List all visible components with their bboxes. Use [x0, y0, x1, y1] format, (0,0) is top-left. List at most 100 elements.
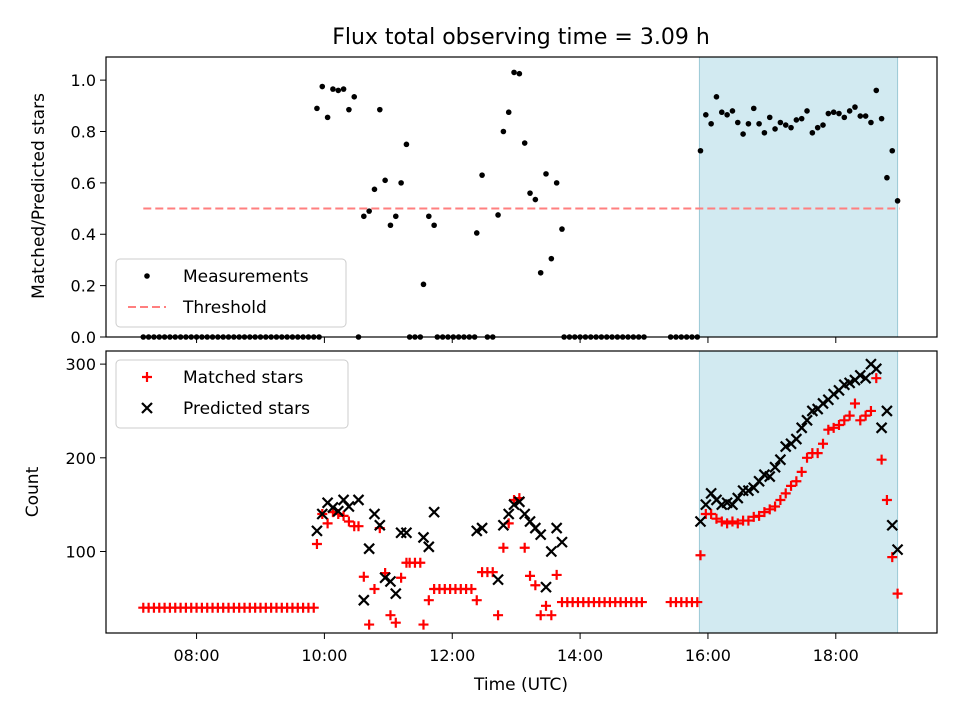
- ratio-observing-span: [698, 56, 899, 338]
- measurement-point: [884, 174, 890, 181]
- predicted-star-point: [332, 505, 345, 517]
- measurement-point: [387, 222, 394, 229]
- matched-star-point: [415, 557, 426, 568]
- count-legend: Matched stars Predicted stars: [115, 359, 349, 429]
- matched-star-point: [865, 405, 876, 416]
- matched-star-point: [423, 595, 434, 606]
- legend-predicted-swatch: [141, 402, 153, 414]
- matched-star-point: [471, 595, 482, 606]
- legend-box: [115, 359, 349, 429]
- predicted-star-point: [790, 433, 803, 445]
- predicted-star-point: [891, 543, 904, 556]
- measurement-point: [862, 113, 869, 119]
- matched-star-point: [338, 510, 349, 521]
- measurement-point: [745, 120, 752, 127]
- measurement-point: [708, 120, 714, 127]
- count-y-tick-label: 100: [65, 542, 96, 561]
- legend-box: [115, 258, 347, 328]
- measurement-point: [793, 117, 800, 123]
- predicted-star-point: [817, 397, 829, 410]
- matched-star-point: [519, 542, 530, 553]
- x-tick-label: 14:00: [557, 646, 603, 665]
- count-axes-frame: [105, 350, 938, 634]
- measurement-point: [495, 212, 501, 218]
- measurement-point: [713, 94, 720, 100]
- measurement-point: [878, 115, 885, 122]
- matched-star-point: [796, 466, 807, 477]
- measurement-point: [889, 147, 896, 154]
- matched-star-point: [308, 602, 319, 613]
- matched-star-point: [706, 509, 717, 520]
- predicted-star-point: [556, 536, 568, 548]
- predicted-star-point: [476, 522, 488, 534]
- ratio-axes-frame: [105, 56, 938, 338]
- predicted-star-point: [400, 526, 413, 539]
- predicted-star-point: [384, 575, 397, 588]
- predicted-star-point: [774, 453, 787, 466]
- measurement-point: [532, 196, 539, 203]
- predicted-star-point: [801, 414, 813, 427]
- measurement-point: [809, 129, 816, 136]
- predicted-star-point: [428, 506, 440, 518]
- matched-star-point: [636, 597, 647, 608]
- matched-star-point: [881, 494, 892, 505]
- predicted-star-point: [881, 405, 893, 417]
- x-axis-label: Time (UTC): [473, 675, 568, 695]
- measurement-point: [782, 122, 789, 128]
- measurement-point: [729, 108, 736, 114]
- measurement-point: [351, 94, 358, 100]
- matched-star-point: [770, 501, 781, 512]
- predicted-star-point: [886, 519, 899, 532]
- measurement-point: [553, 180, 560, 186]
- count-y-tick-label: 200: [65, 449, 96, 468]
- measurement-point: [548, 255, 555, 262]
- legend-matched-swatch: [142, 372, 152, 382]
- predicted-star-point: [374, 519, 386, 532]
- measurement-point: [761, 129, 768, 136]
- predicted-star-point: [827, 388, 840, 400]
- ratio-legend: Measurements Threshold: [115, 258, 347, 328]
- matched-star-point: [791, 476, 802, 487]
- measurement-point: [527, 190, 533, 196]
- predicted-star-point: [694, 515, 707, 528]
- matched-star-point: [828, 422, 839, 433]
- matched-star-point: [764, 504, 775, 515]
- predicted-star-point: [316, 508, 329, 520]
- matched-star-point: [551, 569, 562, 580]
- ratio-y-tick-label: 1.0: [71, 71, 96, 90]
- matched-star-point: [855, 415, 866, 426]
- ratio-y-tick-label: 0.8: [71, 122, 96, 141]
- matched-star-point: [369, 583, 380, 594]
- predicted-star-point: [795, 422, 808, 434]
- measurement-point: [371, 186, 378, 193]
- measurement-point: [777, 119, 784, 126]
- predicted-star-point: [769, 461, 781, 473]
- predicted-star-point: [731, 492, 744, 504]
- predicted-star-point: [327, 501, 339, 514]
- measurement-point: [377, 106, 383, 113]
- measurement-point: [319, 83, 326, 90]
- predicted-star-point: [859, 372, 872, 384]
- measurement-point: [335, 87, 342, 94]
- predicted-star-point: [311, 525, 323, 537]
- predicted-star-point: [390, 587, 402, 600]
- matched-star-point: [754, 510, 765, 521]
- measurement-point: [804, 108, 810, 114]
- predicted-star-point: [352, 494, 365, 506]
- predicted-star-point: [395, 526, 407, 539]
- matched-star-point: [711, 513, 722, 524]
- predicted-star-point: [363, 542, 375, 555]
- measurement-point: [820, 122, 826, 128]
- measurement-point: [431, 222, 437, 229]
- matched-star-point: [358, 571, 369, 582]
- predicted-star-point: [545, 545, 558, 558]
- predicted-star-point: [540, 581, 552, 593]
- measurement-point: [830, 109, 837, 116]
- measurement-point: [426, 213, 432, 220]
- legend-label: Measurements: [183, 267, 309, 287]
- measurement-point: [836, 110, 842, 117]
- measurement-point: [825, 110, 832, 117]
- measurement-point: [330, 86, 336, 92]
- x-tick-label: 16:00: [685, 646, 731, 665]
- matched-star-point: [546, 610, 557, 621]
